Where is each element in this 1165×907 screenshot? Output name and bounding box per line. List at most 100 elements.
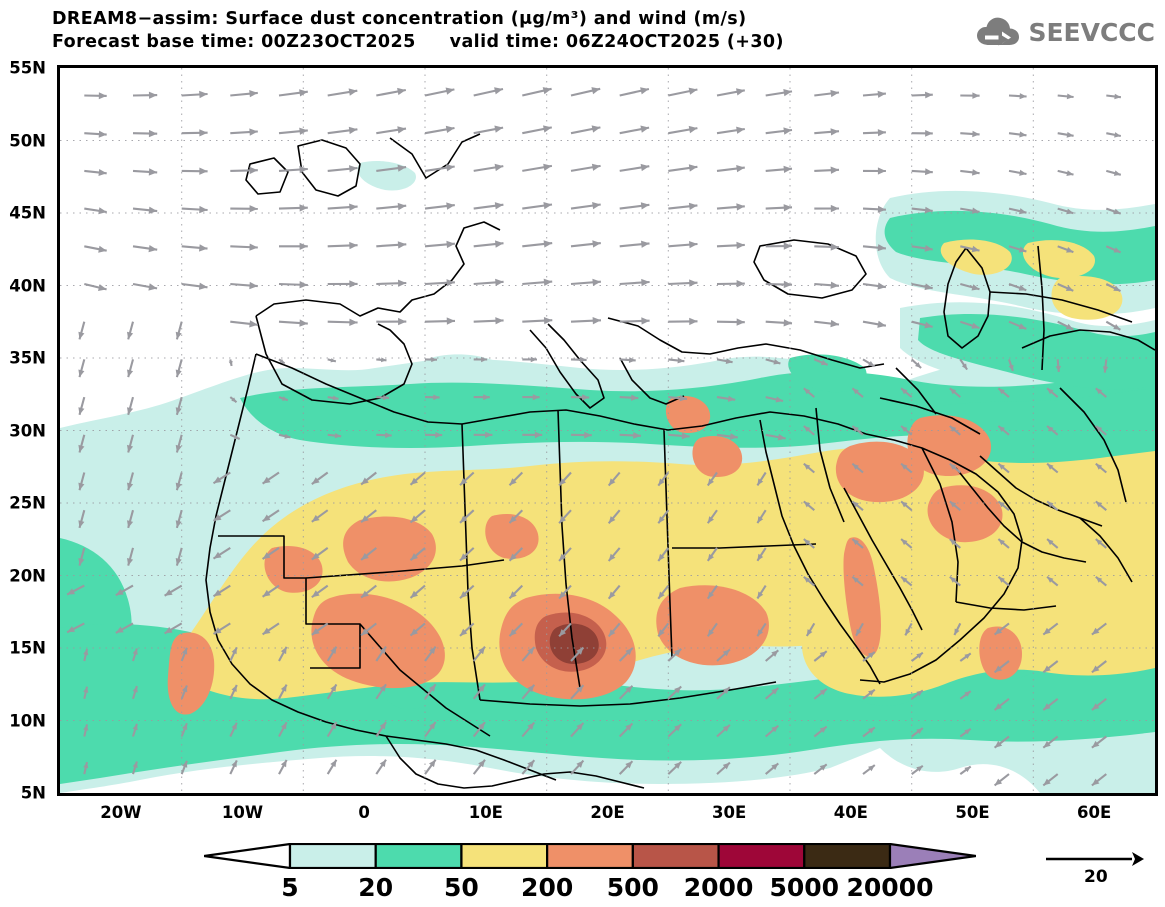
wind-arrow: [900, 575, 913, 587]
wind-arrow: [1008, 283, 1027, 292]
wind-arrow: [424, 87, 455, 97]
wind-arrow: [900, 387, 913, 398]
wind-arrow: [375, 683, 387, 700]
wind-arrow: [424, 317, 456, 325]
wind-arrow: [1106, 169, 1122, 176]
wind-arrow: [997, 500, 1010, 512]
colorbar-tick-label: 50: [444, 873, 479, 902]
wind-arrow: [360, 547, 377, 561]
wind-arrow: [459, 547, 475, 562]
wind-arrow: [522, 163, 553, 172]
wind-arrow: [230, 128, 258, 136]
wind-arrow: [311, 622, 329, 636]
wind-arrow: [619, 202, 650, 210]
wind-arrow: [473, 278, 504, 287]
wind-arrow: [230, 166, 258, 175]
x-tick: [1094, 793, 1096, 796]
x-tick-label: 10W: [221, 803, 264, 822]
wind-arrow: [1057, 93, 1074, 100]
colorbar-band-5[interactable]: [631, 843, 720, 869]
colorbar-band-7[interactable]: [803, 843, 892, 869]
wind-arrow: [765, 762, 779, 775]
y-tick: [57, 213, 60, 215]
hotspot-sudan: [656, 585, 769, 666]
colorbar-over-arrow[interactable]: [888, 843, 976, 869]
wind-arrow: [376, 317, 407, 326]
wind-arrow: [127, 509, 135, 529]
wind-arrow: [472, 721, 486, 738]
colorbar-band-2[interactable]: [374, 843, 463, 869]
colorbar-swatches[interactable]: [204, 843, 976, 869]
wind-arrow: [212, 622, 231, 635]
wind-arrow: [78, 321, 86, 340]
wind-arrow: [473, 202, 504, 210]
y-tick-label: 10N: [9, 711, 46, 730]
wind-arrow: [570, 394, 590, 401]
wind-arrow: [376, 241, 407, 249]
wind-arrow: [522, 431, 543, 439]
wind-arrow: [756, 509, 767, 524]
colorbar-band-1[interactable]: [288, 843, 377, 869]
colorbar-under-arrow[interactable]: [204, 843, 292, 869]
wind-arrow: [862, 167, 886, 175]
wind-arrow: [180, 722, 188, 737]
chart-subtitle: Forecast base time: 00Z23OCT2025 valid ti…: [52, 32, 784, 52]
wind-arrow: [360, 622, 377, 637]
wind-arrow: [1105, 283, 1121, 293]
wind-arrow: [949, 575, 961, 587]
x-tick: [121, 793, 123, 796]
colorbar-tick-label: 5000: [769, 873, 840, 902]
wind-arrow: [1106, 93, 1122, 100]
wind-arrow: [180, 647, 188, 662]
x-tick: [973, 793, 975, 796]
wind-arrow: [262, 471, 280, 485]
wind-arrow: [862, 205, 886, 213]
colorbar-tick-label: 2000: [683, 873, 754, 902]
wind-arrow: [813, 650, 828, 662]
colorbar[interactable]: [204, 843, 976, 869]
wind-arrow: [716, 165, 745, 173]
wind-arrow: [558, 471, 572, 487]
wind-arrow: [570, 163, 601, 172]
colorbar-band-6[interactable]: [717, 843, 806, 869]
hotspot-libya-coast: [665, 395, 711, 434]
wind-arrow: [813, 763, 828, 775]
hotspot-senegal-coast: [167, 632, 215, 715]
y-tick: [57, 431, 60, 433]
wind-arrow: [911, 206, 933, 214]
dust-patch-iran-teal: [918, 313, 1155, 390]
wind-arrow: [1008, 169, 1027, 176]
wind-arrow: [278, 127, 308, 135]
map-plot-area[interactable]: [57, 65, 1158, 796]
wind-arrow: [668, 202, 698, 210]
wind-arrow: [949, 425, 961, 436]
wind-arrow: [83, 648, 89, 662]
wind-arrow: [570, 240, 601, 248]
wind-arrow: [949, 500, 961, 512]
wind-arrow: [1057, 169, 1074, 176]
wind-arrow: [619, 357, 636, 363]
colorbar-band-4[interactable]: [546, 843, 634, 869]
colorbar-band-3[interactable]: [460, 843, 549, 869]
wind-arrow: [327, 280, 358, 288]
wind-arrow: [230, 205, 258, 213]
wind-arrow: [911, 727, 924, 738]
wind-arrow: [78, 547, 86, 566]
wind-arrow: [997, 538, 1010, 549]
y-tick: [57, 286, 60, 288]
x-tick-label: 0: [358, 803, 370, 822]
cloud-arrow-icon: [977, 17, 1020, 46]
wind-arrow: [230, 320, 258, 328]
wind-arrow: [1057, 320, 1074, 331]
wind-arrow: [668, 241, 698, 249]
wind-arrow: [803, 425, 815, 436]
wind-arrow: [132, 245, 158, 253]
logo-text: SEEVCCC: [1028, 17, 1155, 47]
wind-arrow: [229, 396, 238, 404]
wind-arrow: [911, 168, 933, 176]
wind-arrow: [83, 686, 89, 700]
wind-arrow: [1057, 131, 1074, 138]
wind-arrow: [862, 358, 876, 368]
wind-arrow: [911, 282, 933, 291]
wind-arrow: [911, 689, 924, 700]
